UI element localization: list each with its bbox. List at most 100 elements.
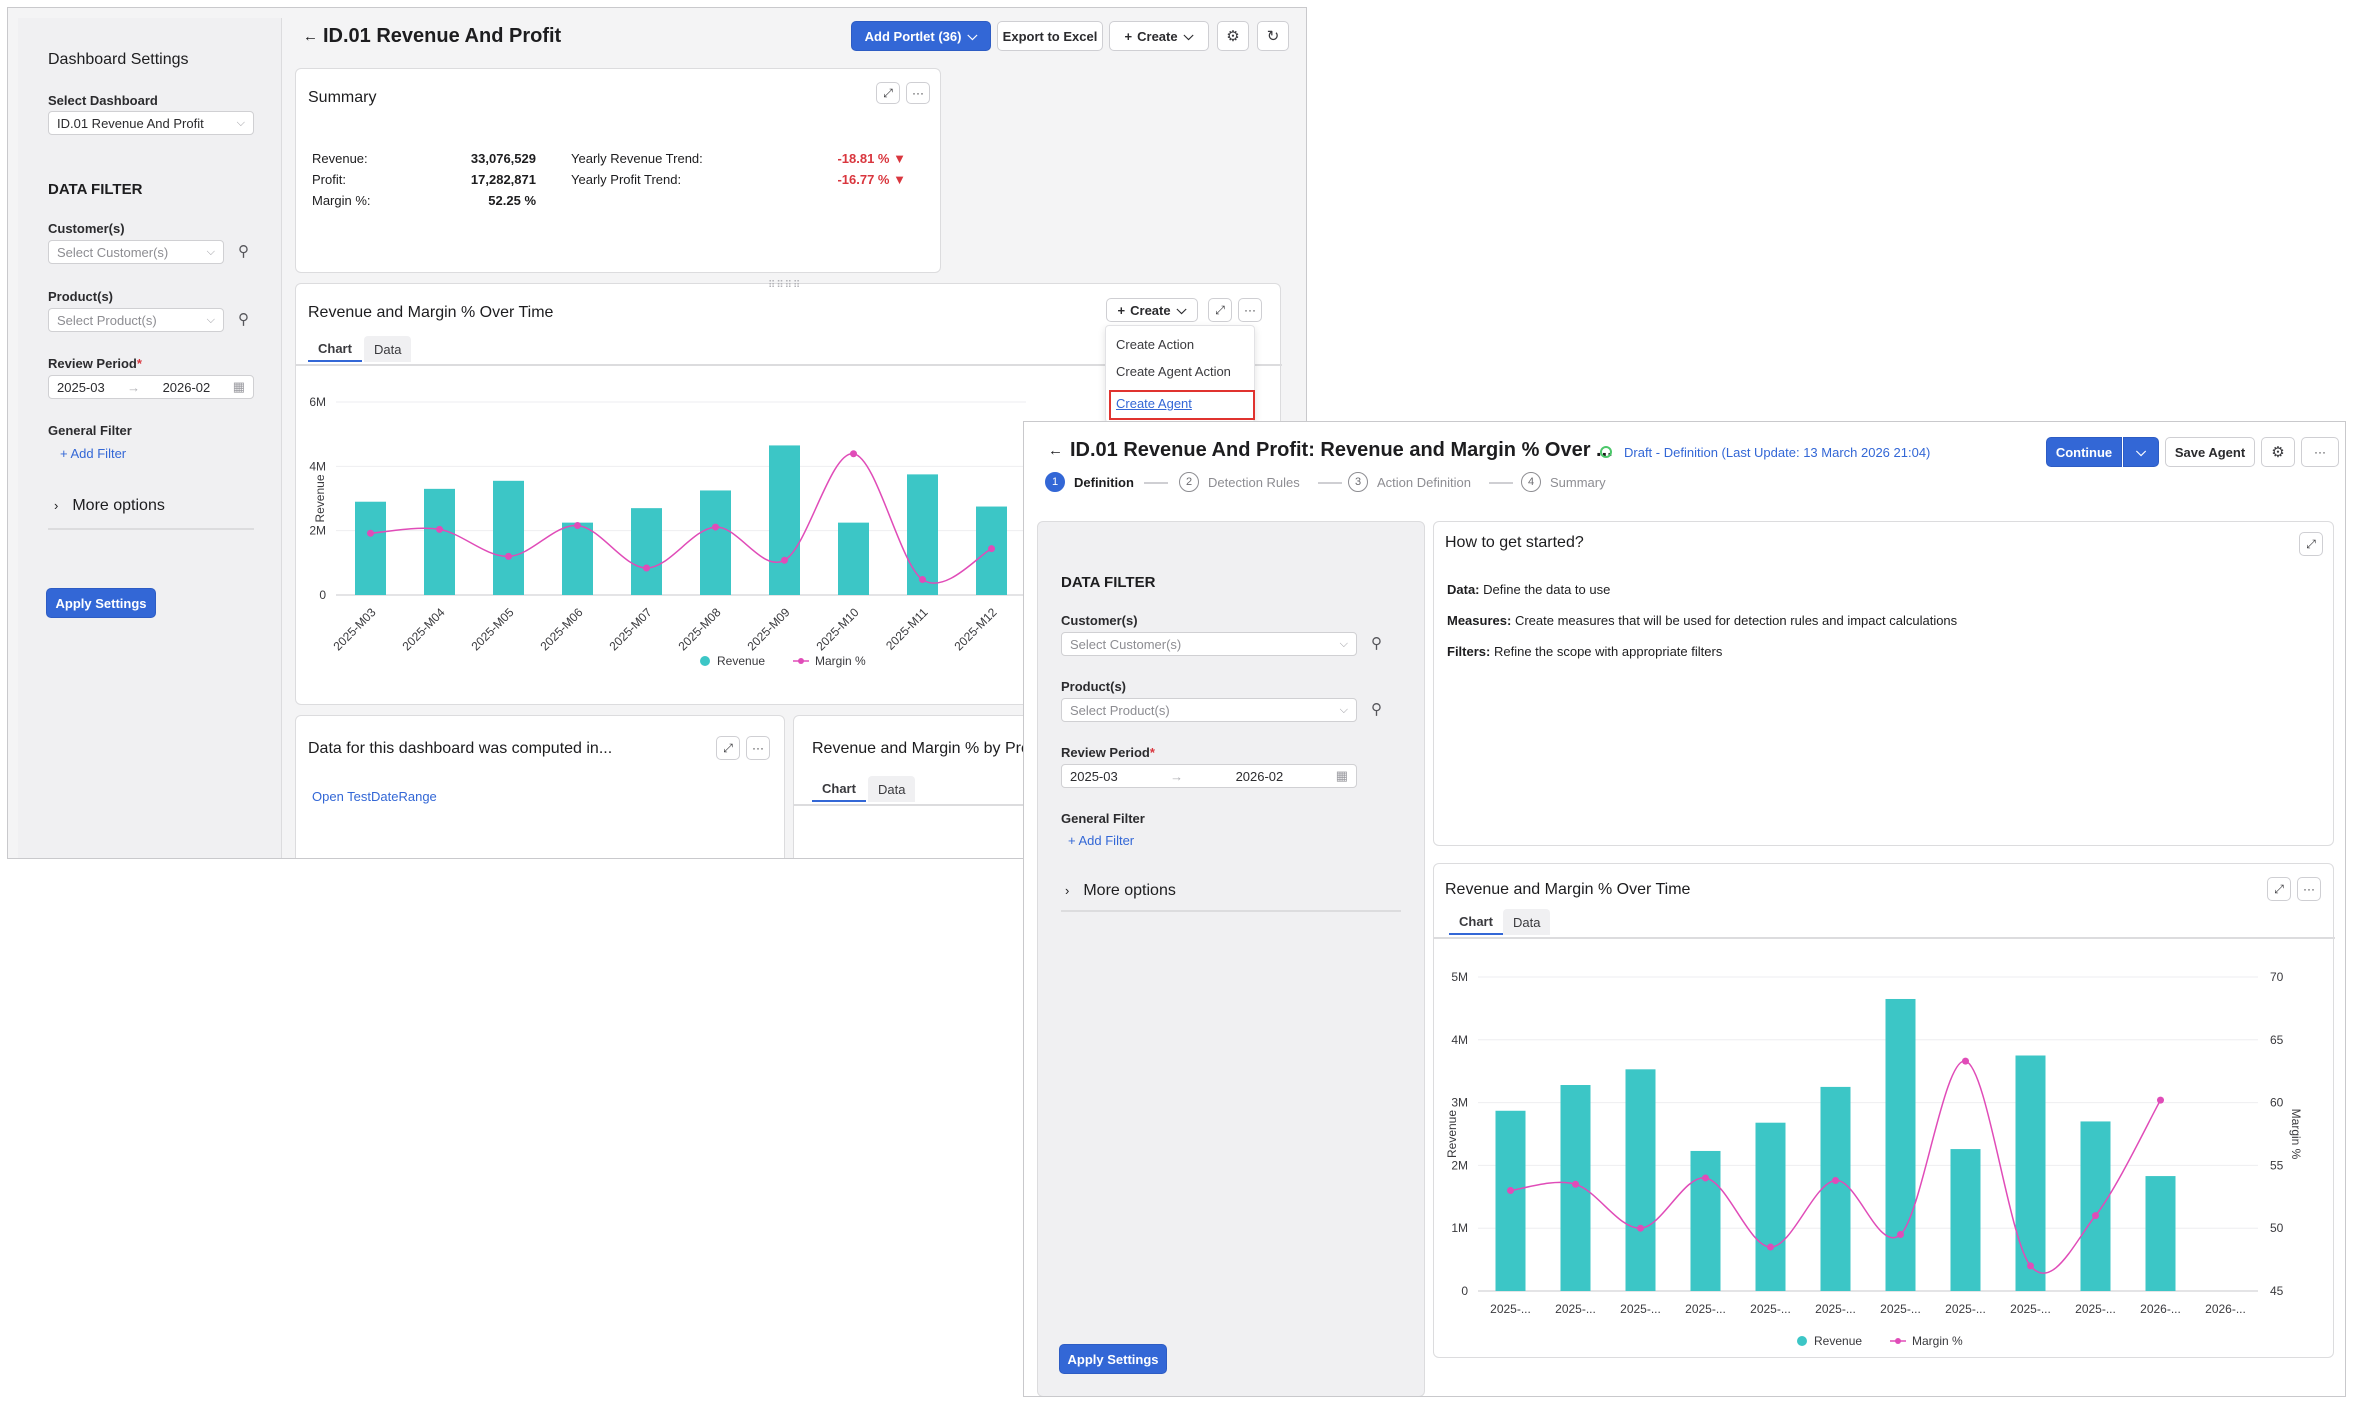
x-tick-label: 2025-M11	[883, 605, 931, 653]
x-tick-label: 2025-M09	[745, 605, 793, 653]
menu-item-create-agent-action[interactable]: Create Agent Action	[1116, 364, 1231, 379]
more-button[interactable]: ···	[906, 82, 930, 104]
summary-label: Margin %:	[312, 193, 371, 208]
search-icon[interactable]: ⚲	[1371, 635, 1382, 652]
revenue-bar	[2015, 1055, 2046, 1291]
revenue-bar	[493, 480, 524, 595]
tab-data[interactable]: Data	[868, 776, 916, 802]
y-tick-label: 1M	[1451, 1221, 1468, 1235]
settings-gear-button[interactable]: ⚙	[1217, 21, 1249, 51]
search-icon[interactable]: ⚲	[238, 311, 249, 328]
customers-select[interactable]: Select Customer(s) ⌵	[1061, 632, 1357, 656]
more-button[interactable]: ···	[1238, 298, 1262, 322]
review-period-range[interactable]: 2025-03 → 2026-02 ▦	[48, 375, 254, 399]
calendar-icon: ▦	[1335, 768, 1348, 783]
tab-chart[interactable]: Chart	[1449, 909, 1503, 935]
settings-title: Dashboard Settings	[48, 51, 189, 68]
step-1-label[interactable]: Definition	[1074, 475, 1134, 490]
drag-handle-icon[interactable]: ⠿⠿⠿⠿	[768, 280, 802, 291]
create-dropdown-menu: Create Action Create Agent Action Create…	[1105, 325, 1255, 423]
continue-dropdown-button[interactable]: ⌵	[2123, 437, 2159, 467]
step-2-circle[interactable]: 2	[1179, 472, 1199, 492]
back-arrow-icon[interactable]: ←	[1048, 442, 1063, 459]
back-arrow-icon[interactable]: ←	[303, 28, 318, 45]
menu-item-create-agent[interactable]: Create Agent	[1116, 396, 1192, 411]
more-button[interactable]: ···	[746, 736, 770, 760]
refresh-button[interactable]: ↻	[1257, 21, 1289, 51]
review-to: 2026-02	[162, 379, 211, 395]
tab-chart[interactable]: Chart	[308, 336, 362, 362]
status-dot	[1600, 446, 1612, 458]
card-create-button[interactable]: + Create ⌵	[1106, 298, 1198, 322]
page-title: ID.01 Revenue And Profit	[323, 25, 562, 47]
tab-data[interactable]: Data	[364, 336, 412, 362]
products-placeholder: Select Product(s)	[57, 312, 157, 328]
customers-placeholder: Select Customer(s)	[1070, 636, 1182, 652]
menu-item-create-action[interactable]: Create Action	[1116, 337, 1195, 352]
export-excel-button[interactable]: Export to Excel	[997, 21, 1103, 51]
margin-point	[850, 450, 857, 458]
apply-settings-button[interactable]: Apply Settings	[1059, 1344, 1167, 1374]
more-button[interactable]: ···	[2301, 437, 2339, 467]
trend-value: -18.81 % ▼	[837, 151, 906, 166]
search-icon[interactable]: ⚲	[1371, 701, 1382, 718]
settings-gear-button[interactable]: ⚙	[2261, 437, 2295, 467]
add-portlet-button[interactable]: Add Portlet (36) ⌵	[851, 21, 991, 51]
step-2-label[interactable]: Detection Rules	[1208, 475, 1300, 490]
triangle-down-icon: ▼	[893, 172, 906, 187]
open-date-range-link[interactable]: Open TestDateRange	[312, 789, 437, 804]
tab-chart[interactable]: Chart	[812, 776, 866, 802]
x-tick-label: 2025-M05	[469, 605, 517, 653]
add-filter-link[interactable]: + Add Filter	[60, 446, 127, 461]
y-tick-label: 4M	[1451, 1033, 1468, 1047]
more-options-toggle[interactable]: › More options	[54, 497, 165, 514]
expand-button[interactable]: ⤢	[716, 736, 740, 760]
more-icon: ···	[1244, 303, 1256, 317]
margin-point	[2157, 1096, 2164, 1104]
more-options-toggle[interactable]: › More options	[1065, 882, 1176, 899]
plus-icon: +	[1068, 833, 1079, 848]
step-1-circle[interactable]: 1	[1045, 472, 1065, 492]
revenue-bar	[1560, 1085, 1591, 1291]
margin-point	[1507, 1187, 1514, 1195]
expand-button[interactable]: ⤢	[2267, 877, 2291, 901]
expand-icon: ⤢	[2274, 881, 2284, 896]
products-select[interactable]: Select Product(s) ⌵	[48, 308, 224, 332]
create-button[interactable]: + Create ⌵	[1109, 21, 1209, 51]
y-axis-label: Revenue	[1445, 1110, 1459, 1158]
chevron-down-icon: ⌵	[1339, 703, 1348, 716]
expand-button[interactable]: ⤢	[1208, 298, 1232, 322]
expand-icon: ⤢	[723, 740, 733, 755]
add-filter-link[interactable]: + Add Filter	[1068, 833, 1135, 848]
y-tick-label: 0	[1461, 1284, 1468, 1298]
customers-select[interactable]: Select Customer(s) ⌵	[48, 240, 224, 264]
select-dashboard-dropdown[interactable]: ID.01 Revenue And Profit ⌵	[48, 111, 254, 135]
y-tick-label: 4M	[309, 459, 326, 473]
review-period-range[interactable]: 2025-03 → 2026-02 ▦	[1061, 764, 1357, 788]
legend-revenue-marker	[700, 656, 710, 666]
legend-margin-marker	[798, 658, 804, 664]
products-select[interactable]: Select Product(s) ⌵	[1061, 698, 1357, 722]
help-card: How to get started? ⤢ Data: Define the d…	[1433, 521, 2334, 846]
step-3-circle[interactable]: 3	[1348, 472, 1368, 492]
x-tick-label: 2025-...	[1815, 1302, 1856, 1316]
tab-data[interactable]: Data	[1503, 909, 1551, 935]
expand-button[interactable]: ⤢	[876, 82, 900, 104]
products-label: Product(s)	[1061, 679, 1126, 694]
save-agent-button[interactable]: Save Agent	[2165, 437, 2255, 467]
divider	[48, 528, 254, 530]
legend-revenue-marker	[1797, 1336, 1807, 1346]
margin-point	[2027, 1262, 2034, 1270]
continue-button[interactable]: Continue	[2046, 437, 2122, 467]
search-icon[interactable]: ⚲	[238, 243, 249, 260]
step-4-circle[interactable]: 4	[1521, 472, 1541, 492]
step-connector	[1318, 482, 1342, 484]
expand-button[interactable]: ⤢	[2299, 532, 2323, 556]
chevron-down-icon: ⌵	[1339, 637, 1348, 650]
apply-settings-button[interactable]: Apply Settings	[46, 588, 156, 618]
expand-icon: ⤢	[2306, 536, 2316, 551]
more-button[interactable]: ···	[2297, 877, 2321, 901]
step-4-label[interactable]: Summary	[1550, 475, 1606, 490]
card-title: Data for this dashboard was computed in.…	[308, 740, 613, 757]
step-3-label[interactable]: Action Definition	[1377, 475, 1471, 490]
